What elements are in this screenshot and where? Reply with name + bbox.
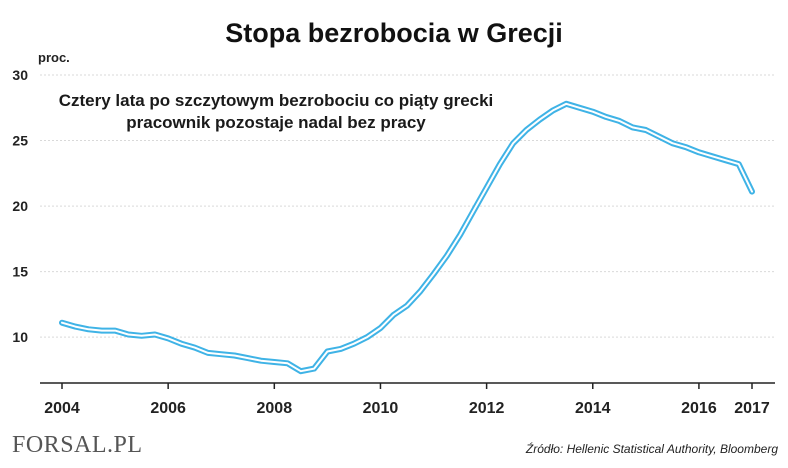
logo-text: FORSAL.PL <box>12 432 143 458</box>
x-tick-label: 2017 <box>734 400 770 417</box>
gridlines <box>40 74 775 338</box>
source-note: Źródło: Hellenic Statistical Authority, … <box>525 441 778 456</box>
subtitle-line-2: pracownik pozostaje nadal bez pracy <box>126 113 426 132</box>
y-axis-ticks: 10 15 20 25 30 <box>12 67 28 345</box>
x-tick-label: 2012 <box>469 400 505 417</box>
x-tick-label: 2016 <box>681 400 717 417</box>
series-line <box>61 102 753 373</box>
x-tick-label: 2010 <box>363 400 399 417</box>
x-tick-label: 2004 <box>44 400 80 417</box>
series-group <box>59 100 755 375</box>
y-tick-label: 15 <box>12 264 28 280</box>
y-tick-label: 30 <box>12 67 28 83</box>
x-tick-label: 2014 <box>575 400 611 417</box>
y-tick-label: 20 <box>12 198 28 214</box>
x-axis-ticks: 2004 2006 2008 2010 2012 2014 2016 2017 <box>44 383 770 417</box>
forsal-logo: FORSAL.PL <box>12 432 143 458</box>
y-axis-unit: proc. <box>38 50 70 65</box>
x-tick-label: 2008 <box>257 400 293 417</box>
chart-title: Stopa bezrobocia w Grecji <box>225 18 563 48</box>
y-tick-label: 10 <box>12 329 28 345</box>
x-tick-label: 2006 <box>150 400 186 417</box>
series-line-outline <box>59 100 755 375</box>
subtitle-line-1: Cztery lata po szczytowym bezrobociu co … <box>59 91 494 110</box>
y-tick-label: 25 <box>12 133 28 149</box>
